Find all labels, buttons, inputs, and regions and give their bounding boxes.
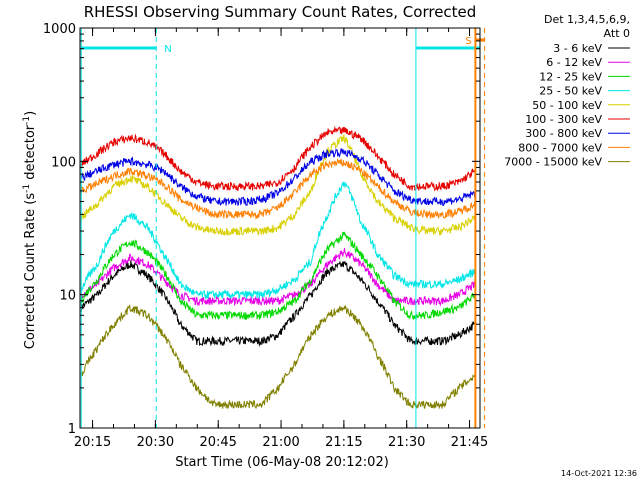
series-line-8	[80, 304, 477, 410]
x-tick-label: 21:00	[262, 435, 299, 450]
y-axis-label-part2: detector	[23, 124, 38, 184]
x-tick-label: 20:45	[199, 435, 236, 450]
y-tick-label: 10	[59, 289, 76, 304]
y-axis-label-sup1: -1	[22, 184, 32, 193]
legend-label-1: 6 - 12 keV	[546, 56, 602, 69]
y-tick-label: 1000	[43, 22, 76, 37]
y-axis-label-part1: Corrected Count Rate (s	[23, 193, 38, 350]
y-tick-label: 100	[51, 155, 76, 170]
footer-date: 14-Oct-2021 12:36	[561, 469, 637, 478]
legend-label-2: 12 - 25 keV	[539, 70, 602, 83]
series-line-3	[80, 181, 477, 300]
series-line-5	[80, 125, 477, 192]
legend-label-3: 25 - 50 keV	[539, 85, 602, 98]
axes: 1 10 100 1000 20:15 20:30 20:45 21:00 21:15 21:30…	[43, 22, 488, 450]
series-line-0	[80, 260, 477, 348]
x-tick-label: 21:45	[451, 435, 488, 450]
legend-label-6: 300 - 800 keV	[525, 127, 602, 140]
y-axis-label-sup2: -1	[22, 116, 32, 125]
legend-header-line2: Att 0	[604, 27, 630, 40]
legend-label-5: 100 - 300 keV	[525, 113, 602, 126]
plot-frame	[79, 27, 481, 429]
saa-label: S	[465, 36, 471, 47]
night-label: N	[164, 44, 171, 55]
y-axis-label-part3: )	[23, 111, 38, 116]
legend-label-4: 50 - 100 keV	[532, 99, 602, 112]
legend-label-8: 7000 - 15000 keV	[504, 156, 602, 169]
legend-label-0: 3 - 6 keV	[553, 42, 602, 55]
series-layer	[80, 125, 477, 410]
x-tick-label: 21:15	[325, 435, 362, 450]
series-line-6	[81, 148, 477, 207]
legend-label-7: 800 - 7000 keV	[518, 141, 602, 154]
marker-layer: NS	[80, 28, 486, 428]
series-line-2	[80, 231, 477, 321]
x-tick-label: 20:30	[137, 435, 174, 450]
y-tick-label: 1	[68, 422, 76, 437]
y-axis-label: Corrected Count Rate (s-1 detector-1)	[22, 111, 38, 349]
x-axis-label: Start Time (06-May-08 20:12:02)	[175, 455, 389, 470]
series-line-4	[80, 133, 477, 237]
x-tick-label: 21:30	[388, 435, 425, 450]
x-tick-label: 20:15	[74, 435, 111, 450]
series-line-7	[80, 158, 477, 220]
chart-title: RHESSI Observing Summary Count Rates, Co…	[84, 3, 477, 21]
legend-header-line1: Det 1,3,4,5,6,9,	[544, 13, 630, 26]
series-line-1	[80, 248, 477, 307]
